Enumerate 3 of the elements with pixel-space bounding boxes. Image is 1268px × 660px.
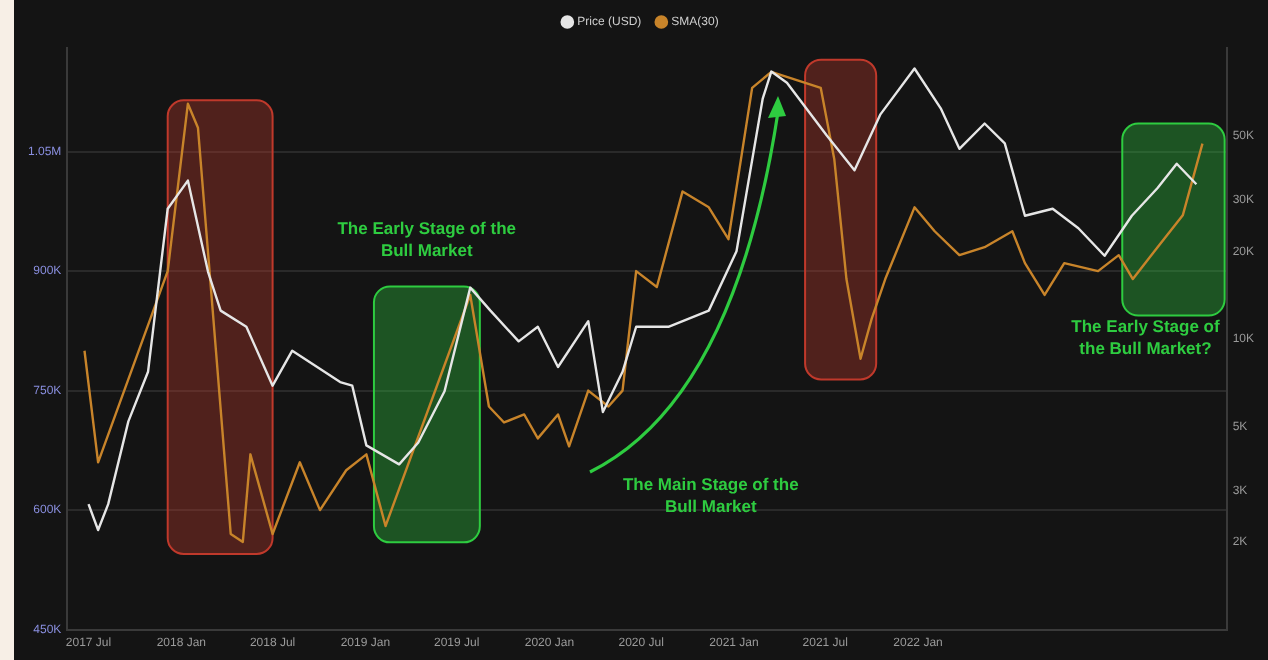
annotation: The Main Stage of the Bull Market bbox=[622, 473, 800, 516]
annotation: The Early Stage of the Bull Market bbox=[337, 217, 517, 260]
annotation: The Early Stage of the Bull Market? bbox=[1071, 316, 1220, 359]
